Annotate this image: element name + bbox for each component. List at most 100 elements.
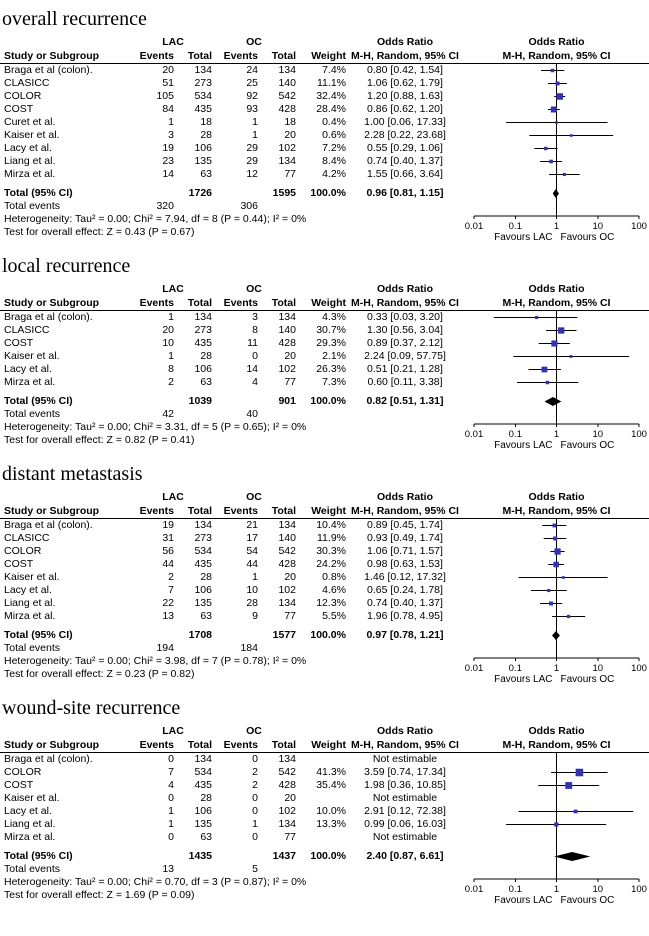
lac-events: 1 (168, 350, 174, 362)
weight-col-header: Weight (311, 50, 346, 62)
lac-total: 28 (200, 792, 212, 804)
or-ci-text: 1.06 [0.71, 1.57] (367, 545, 443, 557)
group-header-row: LAC OC Odds Ratio Odds Ratio (0, 491, 649, 504)
lac-total: 106 (194, 805, 212, 817)
study-name: Kaiser et al. (4, 792, 60, 804)
oc-total-col-header: Total (271, 739, 296, 751)
lac-total: 534 (194, 90, 212, 102)
oc-events: 11 (247, 337, 258, 349)
study-row: COLOR 105 534 92 542 32.4% 1.20 [0.88, 1.63] (0, 90, 649, 103)
oc-events: 8 (252, 324, 258, 336)
lac-total: 63 (200, 376, 212, 388)
total-events-row: Total events 42 40 (0, 408, 649, 421)
study-name: Braga et al (colon). (4, 64, 93, 76)
oc-events-col-header: Events (223, 505, 258, 517)
oc-events-col-header: Events (223, 739, 258, 751)
or-ci-text: 2.24 [0.09, 57.75] (364, 350, 446, 362)
or-ci-text: 0.98 [0.63, 1.53] (367, 558, 443, 570)
or-marker (555, 121, 558, 124)
axis-tick-label: 0.01 (465, 663, 484, 674)
lac-total: 106 (194, 363, 212, 375)
lac-events: 8 (168, 363, 174, 375)
or-marker (547, 588, 551, 593)
weight: 7.3% (322, 376, 346, 388)
study-name: Lacy et al. (4, 363, 52, 375)
total-events-row: Total events 13 5 (0, 863, 649, 876)
mh-ci-plot-col-header: M-H, Random, 95% CI (502, 505, 611, 517)
oc-total: 542 (278, 545, 296, 557)
or-ci-text: 3.59 [0.74, 17.34] (364, 766, 446, 778)
lac-grand-total: 1039 (188, 395, 212, 407)
total-weight: 100.0% (310, 395, 346, 407)
study-row: Mirza et al. 0 63 0 77 Not estimable (0, 831, 649, 844)
weight: 10.4% (316, 519, 346, 531)
mh-ci-col-header: M-H, Random, 95% CI (351, 739, 459, 751)
or-marker (541, 366, 548, 373)
axis-tick-label: 10 (592, 884, 603, 895)
weight: 26.3% (316, 363, 346, 375)
total-weight: 100.0% (310, 187, 346, 199)
weight: 28.4% (316, 103, 346, 115)
odds-ratio-plot-header: Odds Ratio (528, 283, 585, 295)
summary-diamond (552, 189, 560, 198)
lac-total: 134 (194, 753, 212, 765)
axis-tick-label: 10 (592, 221, 603, 232)
weight: 7.4% (322, 64, 346, 76)
weight: 8.4% (322, 155, 346, 167)
study-row: Braga et al (colon). 19 134 21 134 10.4% 0.89 … (0, 519, 649, 532)
total-events-row: Total events 320 306 (0, 200, 649, 213)
heterogeneity-text: Heterogeneity: Tau² = 0.00; Chi² = 7.94,… (4, 213, 307, 225)
effect-test-text: Test for overall effect: Z = 0.43 (P = 0… (4, 226, 195, 238)
study-name: COST (4, 779, 34, 791)
oc-total-col-header: Total (271, 297, 296, 309)
group-header-row: LAC OC Odds Ratio Odds Ratio (0, 725, 649, 738)
total-row: Total (95% CI) 1708 1577 100.0% 0.97 [0.78, … (0, 629, 649, 642)
lac-events: 1 (168, 311, 174, 323)
section-title: local recurrence (2, 255, 131, 277)
or-marker (554, 548, 561, 555)
odds-ratio-header: Odds Ratio (376, 36, 433, 48)
study-row: Lacy et al. 7 106 10 102 4.6% 0.65 [0.24, 1.78… (0, 584, 649, 597)
oc-total: 542 (278, 766, 296, 778)
oc-total: 134 (278, 64, 296, 76)
or-ci-text: 0.86 [0.62, 1.20] (367, 103, 443, 115)
forest-plot: 0.01 0.1 1 10 100 Favours LAC Favours OC (465, 753, 647, 906)
weight: 4.2% (322, 168, 346, 180)
or-marker (562, 172, 566, 177)
or-marker (551, 340, 558, 347)
lac-total-events: 194 (156, 642, 174, 654)
lac-total: 18 (200, 116, 212, 128)
lac-total-events: 13 (162, 863, 174, 875)
heterogeneity-text: Heterogeneity: Tau² = 0.00; Chi² = 3.31,… (4, 421, 307, 433)
oc-total: 102 (278, 584, 296, 596)
oc-events: 1 (252, 818, 258, 830)
total-label: Total (95% CI) (4, 629, 73, 641)
study-name: Braga et al (colon). (4, 753, 93, 765)
oc-grand-total: 1437 (272, 850, 296, 862)
lac-events: 84 (162, 103, 174, 115)
study-name: CLASICC (4, 77, 50, 89)
or-ci-text: 0.99 [0.06, 16.03] (364, 818, 446, 830)
study-col-header: Study or Subgroup (4, 50, 100, 62)
oc-events-col-header: Events (223, 50, 258, 62)
or-marker (550, 68, 555, 73)
axis-tick-label: 1 (554, 663, 559, 674)
study-row: Liang et al. 1 135 1 134 13.3% 0.99 [0.06, 16.… (0, 818, 649, 831)
total-weight: 100.0% (310, 629, 346, 641)
total-events-label: Total events (4, 863, 61, 875)
or-ci-text: 0.51 [0.21, 1.28] (367, 363, 443, 375)
or-marker (553, 561, 559, 568)
oc-events: 44 (246, 558, 258, 570)
axis-tick-label: 1 (554, 221, 559, 232)
total-label: Total (95% CI) (4, 850, 73, 862)
heterogeneity-text: Heterogeneity: Tau² = 0.00; Chi² = 3.98,… (4, 655, 307, 667)
or-marker (549, 159, 553, 164)
favours-right-label: Favours OC (561, 895, 615, 906)
lac-events: 2 (168, 376, 174, 388)
or-ci-text: 1.20 [0.88, 1.63] (367, 90, 443, 102)
heterogeneity-row: Heterogeneity: Tau² = 0.00; Chi² = 3.98,… (0, 655, 649, 668)
meta-analysis-section: overall recurrence LAC OC Odds Ratio Odds Ra… (0, 2, 649, 243)
lac-total: 28 (200, 129, 212, 141)
effect-test-text: Test for overall effect: Z = 0.82 (P = 0… (4, 434, 195, 446)
study-row: Mirza et al. 14 63 12 77 4.2% 1.55 [0.66, 3.64… (0, 168, 649, 181)
